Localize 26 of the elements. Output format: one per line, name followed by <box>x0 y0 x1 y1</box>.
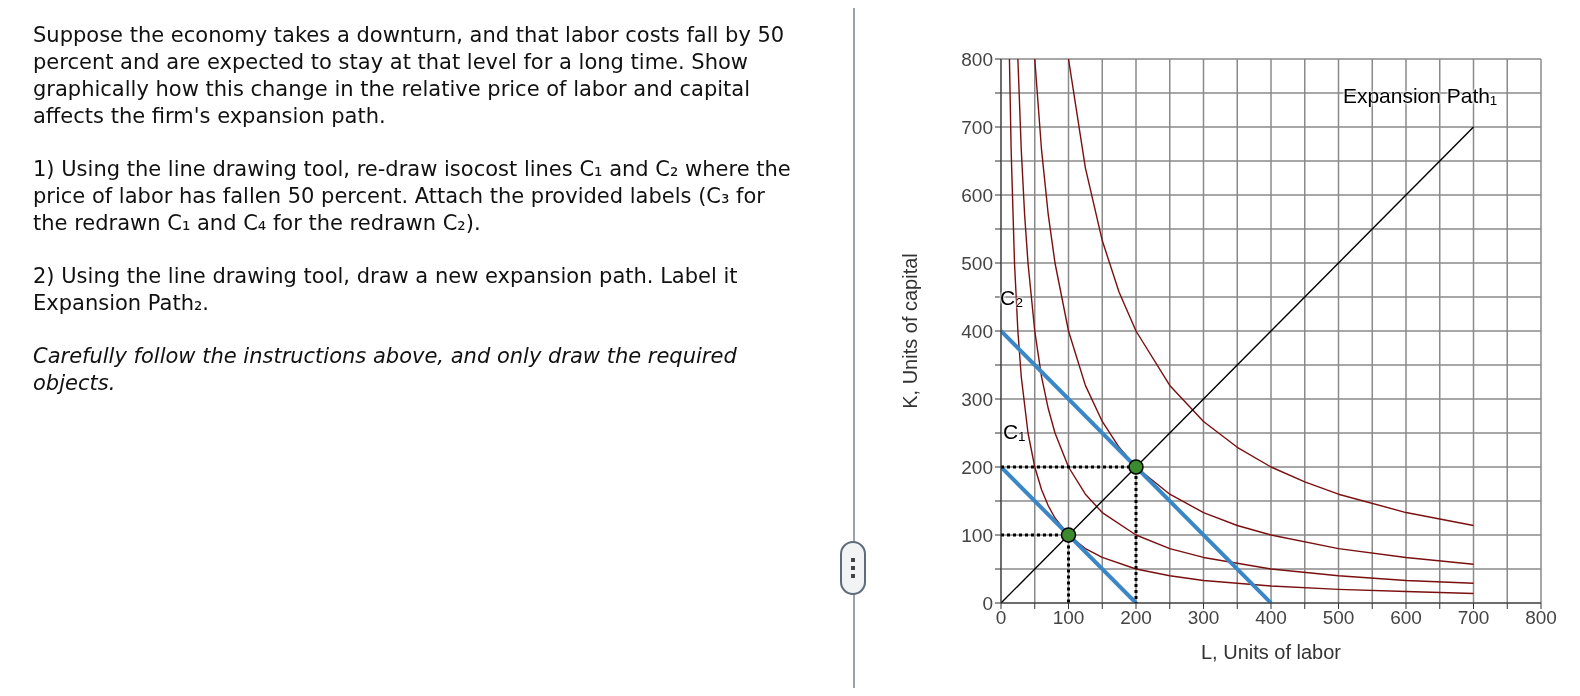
y-tick-label: 600 <box>961 184 993 206</box>
x-tick-label: 0 <box>995 607 1007 629</box>
y-tick-label: 500 <box>961 252 993 274</box>
y-axis-title: K, Units of capital <box>899 253 922 409</box>
y-tick-label: 0 <box>982 592 993 614</box>
text: Carefully follow the instructions above, and only draw the required objects. <box>33 343 738 397</box>
x-tick-label: 600 <box>1390 607 1422 629</box>
text: 1) Using the line drawing tool, re-draw isocost lines C₁ and C₂ where the price of labor has fallen 50 percent. Attach the provided labels (C₃ for the redrawn C₁ and C₄ for the redrawn C₂). <box>33 156 792 237</box>
x-axis-title: L, Units of labor <box>1200 641 1342 663</box>
annotation: Expansion Path₁ <box>1342 84 1498 108</box>
y-tick-label: 100 <box>961 524 993 546</box>
x-tick-label: 800 <box>1525 607 1557 629</box>
y-tick-label: 800 <box>961 48 993 70</box>
annotation: C₁ <box>1003 420 1026 444</box>
x-tick-label: 300 <box>1187 607 1220 629</box>
x-tick-label: 500 <box>1322 607 1355 629</box>
x-tick-label: 100 <box>1052 607 1085 629</box>
y-tick-label: 400 <box>961 320 993 342</box>
text: Suppose the economy takes a downturn, and that labor costs fall by 50 percent and are expected to stay at that level for a long time. Show graphically how this change in the relative price of labor and capital affects the firm's expansion path. <box>33 22 786 130</box>
y-tick-label: 700 <box>961 116 993 138</box>
y-tick-label: 200 <box>961 456 993 478</box>
x-tick-label: 700 <box>1457 607 1490 629</box>
x-tick-label: 200 <box>1120 607 1152 629</box>
y-tick-label: 300 <box>961 388 993 410</box>
x-tick-label: 400 <box>1255 607 1287 629</box>
text: 2) Using the line drawing tool, draw a new expansion path. Label it Expansion Path₂. <box>33 263 739 317</box>
